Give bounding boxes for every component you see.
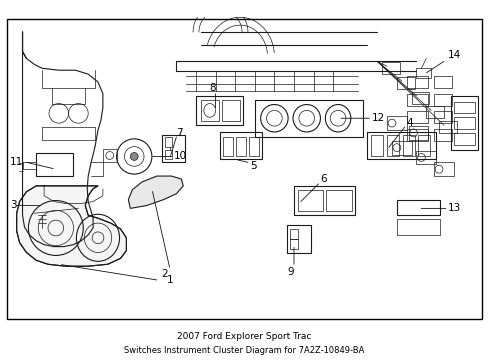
Ellipse shape — [130, 153, 138, 160]
Bar — [433, 111, 451, 123]
Bar — [418, 135, 429, 157]
Bar — [325, 190, 351, 211]
Bar — [391, 141, 411, 154]
Bar — [254, 100, 362, 137]
Bar — [416, 150, 435, 164]
Bar — [382, 62, 399, 74]
Text: 1: 1 — [166, 275, 173, 285]
Bar — [396, 219, 439, 235]
Text: 6: 6 — [320, 174, 326, 184]
Text: 13: 13 — [447, 203, 460, 213]
Polygon shape — [128, 176, 183, 208]
Bar — [164, 150, 172, 159]
Text: 3: 3 — [10, 201, 17, 211]
Bar — [402, 135, 414, 157]
Bar — [386, 116, 406, 130]
Bar — [386, 135, 398, 157]
Polygon shape — [17, 186, 126, 266]
Text: Switches Instrument Cluster Diagram for 7A2Z-10849-BA: Switches Instrument Cluster Diagram for … — [124, 346, 364, 355]
Text: 12: 12 — [371, 113, 384, 123]
Bar — [450, 96, 477, 150]
Bar — [201, 100, 218, 121]
Bar — [248, 137, 258, 157]
Bar — [411, 92, 428, 104]
Bar — [102, 149, 116, 162]
Text: 4: 4 — [406, 118, 412, 128]
Bar — [406, 76, 427, 88]
Bar — [220, 132, 261, 159]
Bar — [223, 137, 233, 157]
Bar — [293, 186, 354, 215]
Text: 2: 2 — [162, 269, 168, 279]
Bar — [367, 132, 435, 159]
Bar — [36, 153, 73, 176]
Bar — [438, 121, 456, 133]
Bar — [453, 133, 474, 145]
Bar — [236, 137, 245, 157]
Bar — [164, 137, 172, 147]
Bar — [426, 107, 443, 118]
Bar — [289, 239, 297, 248]
Text: 7: 7 — [176, 128, 183, 138]
Bar — [196, 96, 243, 125]
Bar — [433, 129, 451, 141]
Bar — [406, 94, 427, 105]
Text: 9: 9 — [287, 267, 294, 277]
Text: 14: 14 — [447, 50, 460, 59]
Text: 5: 5 — [249, 161, 256, 171]
Bar — [416, 68, 430, 78]
Bar — [289, 229, 297, 239]
Text: 2007 Ford Explorer Sport Trac: 2007 Ford Explorer Sport Trac — [177, 332, 311, 341]
Bar — [371, 135, 383, 157]
Bar — [406, 129, 427, 141]
Bar — [396, 77, 414, 89]
Text: 10: 10 — [173, 152, 186, 161]
Bar — [453, 102, 474, 113]
Text: 11: 11 — [10, 157, 23, 167]
Bar — [406, 111, 427, 123]
Bar — [286, 225, 310, 252]
Bar — [222, 100, 240, 121]
Bar — [408, 126, 427, 140]
Bar — [453, 117, 474, 129]
Bar — [433, 76, 451, 88]
Bar — [396, 199, 439, 215]
Text: 8: 8 — [209, 83, 216, 93]
Bar — [297, 190, 323, 211]
Bar — [433, 162, 453, 176]
Bar — [433, 94, 451, 105]
Bar — [162, 135, 185, 162]
